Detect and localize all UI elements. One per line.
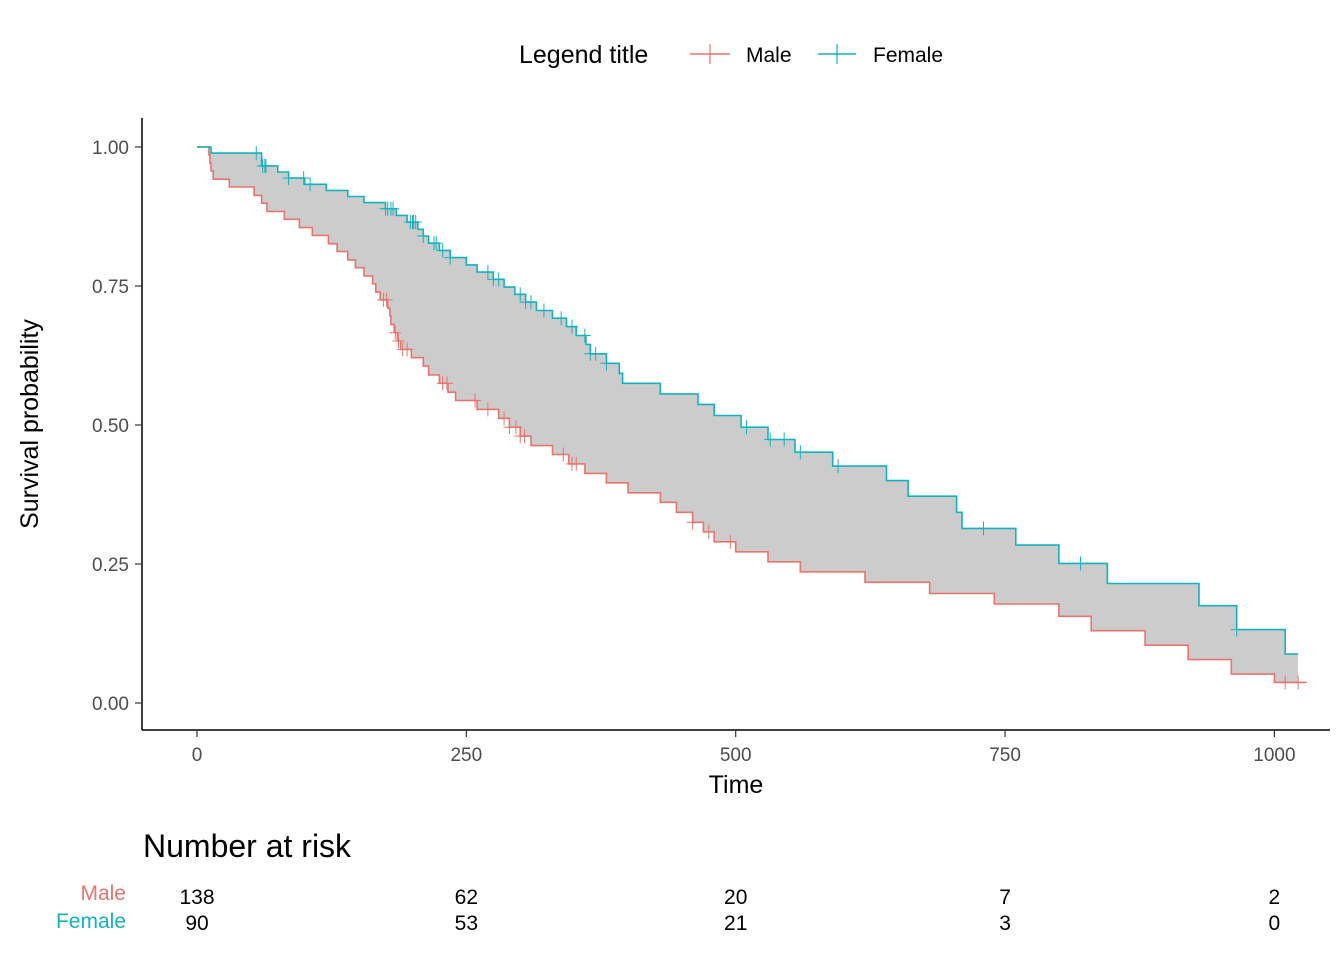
censor-mark-female [304,177,317,192]
shaded-area [197,147,1299,683]
risk-value-male: 2 [1269,886,1281,909]
censor-mark-female [409,215,422,230]
censor-mark-female [778,432,791,447]
y-axis-title: Survival probability [16,319,44,529]
censor-mark-female [492,272,505,287]
censor-mark-female [282,171,295,186]
censor-mark-female [794,445,807,460]
censor-mark-male [1279,675,1292,690]
censor-mark-female [589,346,602,361]
risk-value-male: 7 [999,886,1011,909]
y-tick-label: 0.00 [92,694,129,715]
censor-mark-male [557,447,570,462]
censor-mark-female [436,243,449,258]
x-tick-label: 0 [192,745,203,766]
legend-key-male [690,44,730,64]
censor-marks [250,146,1305,690]
censor-mark-female [740,420,753,435]
legend-title: Legend title [519,41,648,69]
censor-mark-female [481,265,494,280]
censor-mark-female [565,319,578,334]
risk-value-female: 0 [1269,912,1281,935]
censor-mark-male [509,420,522,435]
y-ticks: 0.00 0.25 0.50 0.75 1.00 [92,138,142,715]
censor-mark-female [764,432,777,447]
censor-mark-female [430,236,443,251]
censor-mark-female [600,356,613,371]
censor-mark-male [440,376,453,391]
risk-values: 138 62 20 7 2 90 53 21 3 0 [179,886,1280,935]
censor-mark-female [259,158,272,173]
censor-mark-male [392,334,405,349]
censor-mark-female [578,328,591,343]
censor-mark-male [570,456,583,471]
risk-value-male: 62 [455,886,478,909]
difference-shading [197,147,1299,683]
censor-mark-male [702,524,715,539]
censor-mark-male [389,325,402,340]
censor-mark-male [498,411,511,426]
x-ticks: 0 250 500 750 1000 [192,730,1296,766]
censor-mark-male [401,342,414,357]
censor-mark-female [297,171,310,186]
censor-mark-female [1230,622,1243,637]
x-tick-label: 250 [450,745,482,766]
censor-mark-male [686,515,699,530]
risk-value-male: 138 [179,886,214,909]
censor-mark-female [537,303,550,318]
censor-mark-female [250,146,263,161]
censor-mark-female [387,201,400,216]
risk-value-female: 21 [724,912,747,935]
censor-mark-female [977,521,990,536]
risk-value-female: 90 [185,912,208,935]
risk-strata-label-female: Female [56,910,126,933]
censor-mark-male [518,429,531,444]
legend-label-female: Female [873,44,943,67]
x-tick-label: 1000 [1253,745,1295,766]
y-tick-label: 1.00 [92,138,129,159]
censor-mark-female [524,295,537,310]
legend-label-male: Male [746,44,792,67]
risk-value-female: 53 [455,912,478,935]
x-tick-label: 500 [720,745,752,766]
censor-mark-female [1074,556,1087,571]
risk-value-female: 3 [999,912,1011,935]
legend: Legend title Male Female [519,41,943,69]
censor-mark-male [468,393,481,408]
censor-mark-male [380,292,393,307]
axes: 0 250 500 750 1000 0.00 0.25 0.50 0.75 1.00 Time… [16,118,1330,799]
risk-table: Number at risk Male Female 138 62 20 7 2 90 53… [56,828,1280,935]
x-axis-title: Time [709,771,764,799]
risk-value-male: 20 [724,886,747,909]
censor-mark-female [555,311,568,326]
legend-key-female [818,44,856,64]
risk-table-title: Number at risk [143,828,352,864]
censor-mark-male [481,402,494,417]
y-tick-label: 0.75 [92,277,129,298]
y-tick-label: 0.50 [92,416,129,437]
censor-mark-female [417,228,430,243]
risk-strata-label-male: Male [80,882,126,905]
censor-mark-female [444,250,457,265]
y-tick-label: 0.25 [92,555,129,576]
censor-mark-female [514,287,527,302]
x-tick-label: 750 [989,745,1021,766]
censor-mark-male [1292,675,1305,690]
censor-mark-male [724,534,737,549]
censor-mark-female [832,459,845,474]
